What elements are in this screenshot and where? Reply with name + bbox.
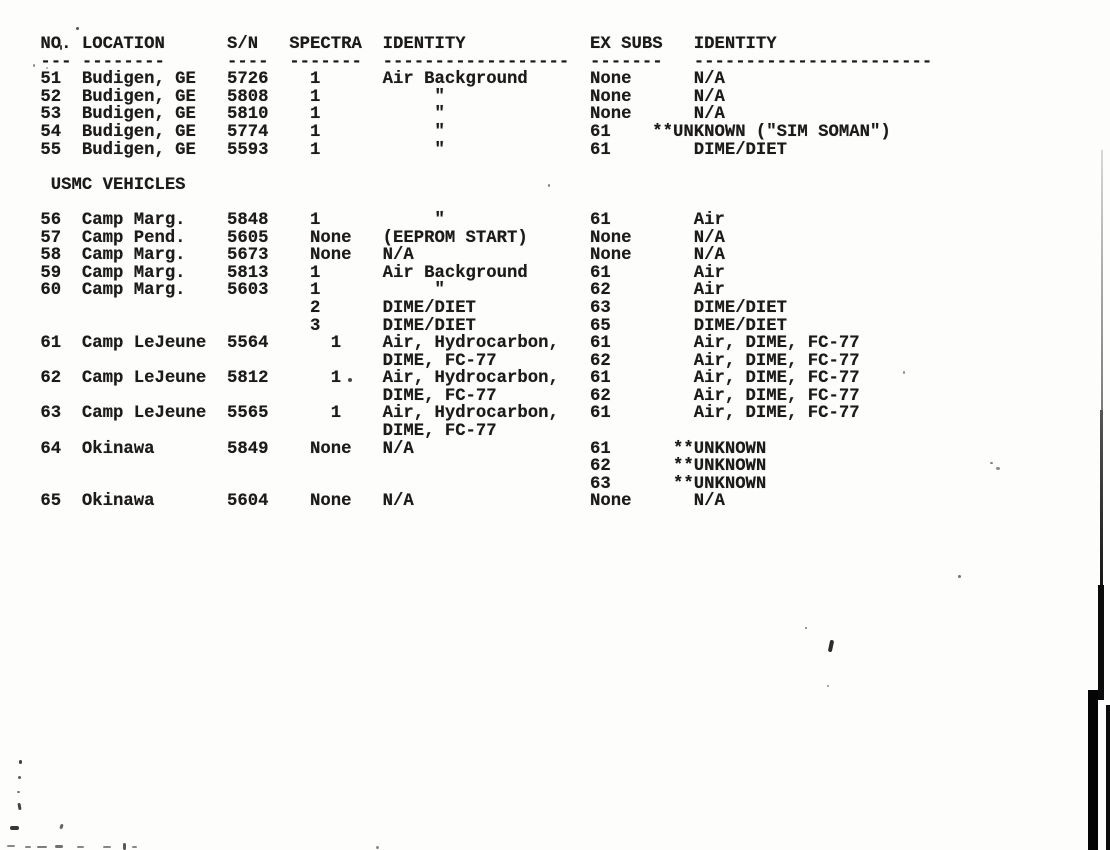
table-row-continuation: 62 **UNKNOWN (30, 457, 767, 477)
table-row-continuation: 2 DIME/DIET 63 DIME/DIET (30, 298, 788, 318)
scan-speckle (46, 67, 48, 69)
scan-speckle (805, 627, 807, 629)
scan-speckle (827, 685, 829, 687)
scan-speckle (123, 843, 126, 850)
scan-speckle (548, 184, 550, 187)
table-row: 62 Camp LeJeune 5812 1 Air, Hydrocarbon,… (30, 369, 860, 389)
table-row: 53 Budigen, GE 5810 1 " None N/A (30, 105, 725, 125)
table-row: 58 Camp Marg. 5673 None N/A None N/A (30, 246, 725, 266)
scan-mark-comma (17, 802, 22, 811)
table-header-row: NO. LOCATION S/N SPECTRA IDENTITY EX SUB… (30, 35, 777, 54)
scan-speckle (25, 846, 31, 848)
scan-speckle (348, 378, 352, 382)
scan-mark-dash (10, 826, 19, 830)
spacer (30, 159, 932, 177)
equipment-registry-table: NO. LOCATION S/N SPECTRA IDENTITY EX SUB… (30, 36, 932, 511)
scan-speckle (17, 791, 20, 793)
scan-speckle (19, 760, 22, 764)
scan-edge-line (1101, 150, 1103, 420)
scan-speckle (903, 371, 905, 374)
table-row-continuation: 63 **UNKNOWN (30, 474, 767, 494)
table-row: 57 Camp Pend. 5605 None (EEPROM START) N… (30, 228, 725, 248)
scan-mark-apostrophe (827, 639, 835, 653)
scan-edge-line (1098, 585, 1104, 700)
section-heading: USMC VEHICLES (30, 175, 186, 195)
table-row: 63 Camp LeJeune 5565 1 Air, Hydrocarbon,… (30, 404, 860, 424)
scan-speckle (990, 462, 993, 464)
table-row: 64 Okinawa 5849 None N/A 61 **UNKNOWN (30, 439, 767, 459)
scan-edge-line (1100, 410, 1103, 595)
scan-speckle (958, 575, 961, 578)
table-row: 60 Camp Marg. 5603 1 " 62 Air (30, 281, 725, 301)
scan-speckle (7, 845, 15, 847)
table-row: 52 Budigen, GE 5808 1 " None N/A (30, 87, 725, 107)
table-row: 56 Camp Marg. 5848 1 " 61 Air (30, 210, 725, 230)
scan-speckle (132, 846, 137, 848)
scan-speckle (33, 64, 35, 67)
scan-edge-bar (1106, 705, 1110, 850)
scan-speckle (60, 45, 62, 50)
scan-edge-bar (1088, 690, 1098, 850)
scan-speckle (18, 776, 21, 779)
table-row: 61 Camp LeJeune 5564 1 Air, Hydrocarbon,… (30, 334, 860, 354)
table-row: 55 Budigen, GE 5593 1 " 61 DIME/DIET (30, 140, 788, 160)
table-row-continuation: 3 DIME/DIET 65 DIME/DIET (30, 316, 788, 336)
scan-mark-tick (59, 823, 64, 830)
scan-speckle (376, 846, 379, 849)
scan-speckle (55, 845, 63, 848)
scan-speckle (103, 846, 111, 848)
table-row-continuation: DIME, FC-77 62 Air, DIME, FC-77 (30, 351, 860, 371)
table-row-continuation: DIME, FC-77 (30, 422, 497, 442)
table-row-continuation: DIME, FC-77 62 Air, DIME, FC-77 (30, 386, 860, 406)
table-row: 51 Budigen, GE 5726 1 Air Background Non… (30, 70, 725, 90)
table-underline-row: --- -------- ---- ------- --------------… (30, 52, 933, 72)
scan-speckle (996, 467, 1000, 470)
table-row: 65 Okinawa 5604 None N/A None N/A (30, 492, 725, 512)
spacer (30, 194, 932, 212)
scan-speckle (77, 846, 84, 848)
scan-speckle (76, 27, 79, 30)
scan-speckle (37, 846, 47, 848)
table-row: 54 Budigen, GE 5774 1 " 61 **UNKNOWN ("S… (30, 122, 891, 142)
table-row: 59 Camp Marg. 5813 1 Air Background 61 A… (30, 263, 725, 283)
